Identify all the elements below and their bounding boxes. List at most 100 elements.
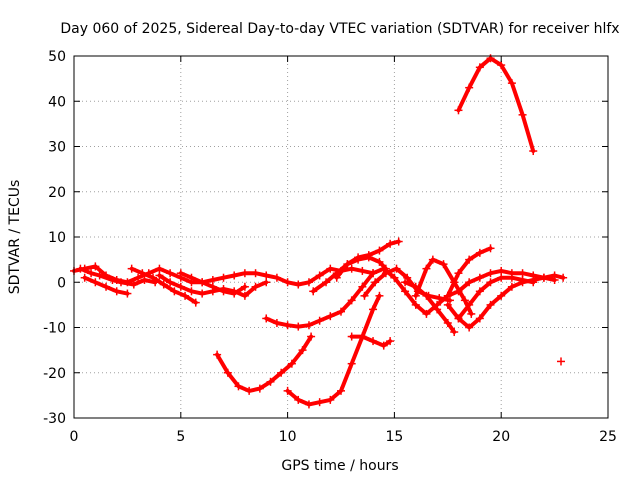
- series-trace-12: [347, 332, 395, 350]
- y-tick-label: 50: [48, 49, 66, 65]
- data-point: [102, 282, 111, 291]
- data-point: [255, 384, 264, 393]
- data-point: [134, 273, 143, 282]
- data-point: [304, 278, 313, 287]
- data-point: [360, 291, 369, 300]
- data-point: [465, 255, 474, 264]
- data-point: [251, 269, 260, 278]
- series-line: [403, 280, 457, 334]
- x-tick-label: 20: [492, 429, 510, 445]
- data-point: [529, 278, 538, 287]
- data-point: [155, 271, 164, 280]
- data-point: [230, 289, 239, 298]
- data-point: [187, 287, 196, 296]
- data-point: [155, 264, 164, 273]
- series-trace-4: [127, 264, 200, 307]
- data-point: [390, 273, 399, 282]
- data-point: [262, 278, 271, 287]
- data-point: [166, 269, 175, 278]
- x-tick-label: 10: [279, 429, 297, 445]
- data-point: [91, 278, 100, 287]
- data-point: [272, 273, 281, 282]
- data-point: [454, 106, 463, 115]
- data-point: [486, 244, 495, 253]
- data-point: [518, 275, 527, 284]
- series-trace-5: [155, 271, 271, 300]
- data-point: [315, 398, 324, 407]
- data-point: [401, 278, 410, 287]
- data-point: [208, 275, 217, 284]
- data-point: [454, 269, 463, 278]
- data-point: [460, 296, 469, 305]
- data-point: [443, 318, 452, 327]
- data-point: [287, 359, 296, 368]
- data-point: [369, 305, 378, 314]
- data-point: [277, 368, 286, 377]
- series-trace-11: [332, 253, 390, 282]
- x-axis-label: GPS time / hours: [281, 458, 398, 474]
- data-point: [294, 280, 303, 289]
- data-point: [262, 314, 271, 323]
- series-trace-19: [454, 273, 538, 323]
- data-point: [454, 314, 463, 323]
- data-point: [559, 273, 568, 282]
- x-tick-label: 5: [176, 429, 185, 445]
- data-point: [266, 377, 275, 386]
- y-tick-label: -30: [43, 411, 66, 427]
- data-point: [240, 282, 249, 291]
- series-trace-2: [76, 264, 160, 289]
- data-point: [198, 289, 207, 298]
- data-point: [191, 298, 200, 307]
- data-point: [127, 264, 136, 273]
- data-point: [475, 63, 484, 72]
- data-point: [326, 312, 335, 321]
- series-trace-18: [443, 273, 559, 332]
- data-point: [486, 269, 495, 278]
- data-point: [315, 271, 324, 280]
- data-point: [123, 289, 132, 298]
- data-point: [403, 273, 412, 282]
- data-point: [149, 273, 158, 282]
- data-point: [375, 291, 384, 300]
- data-point: [166, 278, 175, 287]
- series-trace-9: [283, 291, 384, 409]
- data-point: [213, 350, 222, 359]
- y-tick-label: 0: [57, 275, 66, 291]
- data-point: [347, 296, 356, 305]
- series-trace-3: [80, 273, 132, 298]
- data-point: [497, 266, 506, 275]
- data-point: [411, 291, 420, 300]
- data-point: [497, 291, 506, 300]
- series-trace-10: [309, 237, 403, 296]
- data-point: [443, 291, 452, 300]
- data-point: [208, 282, 217, 291]
- data-point: [240, 269, 249, 278]
- x-tick-label: 25: [599, 429, 617, 445]
- data-point: [129, 280, 138, 289]
- data-point: [497, 61, 506, 70]
- data-point: [428, 255, 437, 264]
- data-point: [379, 341, 388, 350]
- data-point: [557, 357, 566, 366]
- data-point: [386, 239, 395, 248]
- data-point: [343, 260, 352, 269]
- data-point: [309, 287, 318, 296]
- series-trace-14: [390, 266, 568, 318]
- y-tick-label: -20: [43, 366, 66, 382]
- x-tick-label: 15: [385, 429, 403, 445]
- series-trace-20: [454, 54, 538, 156]
- data-point: [507, 282, 516, 291]
- data-point: [283, 321, 292, 330]
- data-point: [354, 255, 363, 264]
- data-point: [223, 368, 232, 377]
- data-point: [475, 248, 484, 257]
- grid: [74, 56, 608, 418]
- data-point: [347, 332, 356, 341]
- series-trace-21: [557, 357, 566, 366]
- data-point: [358, 282, 367, 291]
- data-point: [176, 282, 185, 291]
- data-point: [140, 275, 149, 284]
- data-series: [70, 54, 568, 409]
- data-point: [392, 264, 401, 273]
- data-point: [371, 278, 380, 287]
